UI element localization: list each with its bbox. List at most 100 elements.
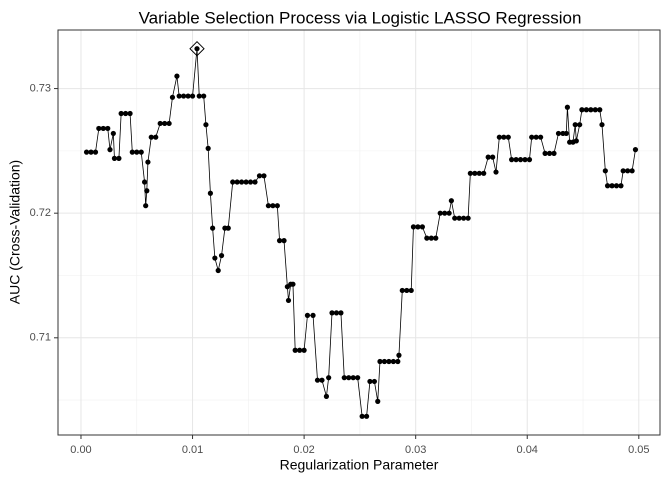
- point: [134, 149, 140, 155]
- point: [281, 238, 287, 244]
- highlight-marker: [189, 40, 205, 57]
- point: [276, 238, 283, 244]
- point: [166, 120, 172, 127]
- point: [297, 347, 303, 353]
- point: [446, 210, 452, 216]
- point: [265, 203, 272, 209]
- point: [428, 235, 434, 241]
- point: [123, 110, 129, 117]
- point: [215, 267, 221, 274]
- point: [375, 398, 381, 404]
- point: [153, 134, 159, 140]
- point: [212, 255, 218, 261]
- x-axis-title: Regularization Parameter: [280, 457, 439, 473]
- point: [542, 150, 548, 156]
- x-tick-label: 0.05: [628, 444, 649, 456]
- x-tick-label: 0.01: [182, 444, 203, 456]
- point: [367, 378, 373, 385]
- point: [456, 215, 462, 221]
- point: [481, 170, 487, 176]
- point: [599, 122, 605, 128]
- point: [533, 134, 539, 140]
- point: [261, 173, 267, 179]
- point: [239, 179, 245, 185]
- point: [346, 375, 352, 381]
- point: [546, 150, 553, 156]
- point: [207, 190, 213, 196]
- point: [338, 310, 344, 316]
- point: [189, 93, 196, 99]
- point: [399, 287, 405, 294]
- point: [572, 122, 578, 128]
- point: [396, 352, 402, 358]
- x-tick-label: 0.02: [293, 444, 314, 456]
- point: [162, 120, 168, 127]
- point: [424, 235, 430, 241]
- point: [319, 377, 325, 383]
- point: [92, 149, 99, 155]
- point: [371, 378, 377, 385]
- point: [476, 170, 482, 176]
- x-tick-label: 0.00: [70, 444, 91, 456]
- point: [419, 224, 425, 230]
- point: [563, 130, 569, 137]
- point: [359, 413, 365, 419]
- point: [252, 179, 258, 185]
- point: [467, 170, 473, 176]
- point: [461, 215, 467, 221]
- point: [329, 310, 335, 316]
- point: [577, 122, 583, 128]
- point: [181, 93, 187, 99]
- point: [517, 157, 524, 163]
- point: [185, 93, 191, 99]
- point: [247, 179, 254, 185]
- point: [314, 377, 321, 383]
- point: [341, 375, 347, 381]
- point: [292, 347, 298, 353]
- point: [395, 358, 401, 365]
- point: [465, 215, 471, 221]
- point: [526, 157, 533, 163]
- x-tick-label: 0.04: [517, 444, 538, 456]
- point: [618, 183, 624, 189]
- point: [452, 215, 458, 221]
- point: [205, 145, 211, 151]
- point: [290, 281, 296, 287]
- point: [573, 138, 579, 144]
- point: [490, 154, 496, 160]
- point: [592, 107, 598, 113]
- point: [274, 203, 280, 209]
- point: [597, 107, 603, 113]
- point: [234, 179, 240, 185]
- point: [442, 210, 448, 216]
- point: [145, 159, 151, 165]
- point: [496, 134, 502, 140]
- point: [110, 130, 116, 137]
- point: [386, 358, 392, 365]
- point: [538, 134, 544, 140]
- point: [176, 93, 182, 99]
- point: [111, 155, 118, 161]
- point: [513, 157, 519, 163]
- point: [505, 134, 511, 140]
- point: [620, 168, 626, 174]
- point: [485, 154, 491, 160]
- point: [410, 224, 417, 230]
- point: [350, 375, 356, 381]
- point: [377, 358, 383, 365]
- point: [613, 183, 620, 189]
- point: [310, 312, 316, 318]
- point: [301, 347, 307, 353]
- point: [138, 149, 144, 155]
- point: [88, 149, 94, 155]
- point: [96, 125, 102, 132]
- point: [363, 413, 370, 419]
- point: [225, 225, 231, 231]
- point: [203, 122, 209, 128]
- point: [404, 287, 410, 294]
- point: [323, 393, 330, 399]
- point: [201, 93, 207, 99]
- point: [529, 134, 535, 140]
- plot-border: [57, 29, 661, 436]
